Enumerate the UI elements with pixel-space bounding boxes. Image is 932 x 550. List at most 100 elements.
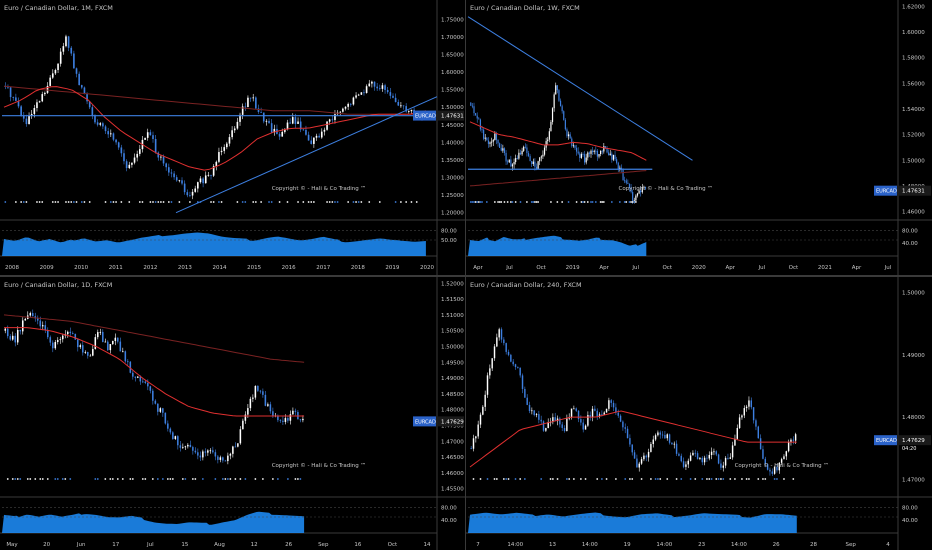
signal-dot bbox=[506, 201, 509, 203]
chart-panel-monthly[interactable]: Euro / Canadian Dollar, 1M, FXCM 1.75000 1… bbox=[0, 0, 465, 275]
candle-body bbox=[601, 414, 603, 416]
y-tick-label: 1.46000 bbox=[441, 471, 464, 477]
moving-average-long-line bbox=[3, 85, 426, 115]
signal-dot bbox=[160, 201, 162, 203]
y-tick-label: 1.62000 bbox=[902, 4, 925, 10]
candle-body bbox=[149, 386, 152, 391]
candle-body bbox=[44, 325, 47, 331]
signal-dot bbox=[152, 201, 154, 203]
candle-body bbox=[197, 452, 199, 456]
candle-body bbox=[545, 428, 547, 431]
signal-dot bbox=[773, 478, 776, 480]
candle-body bbox=[561, 424, 563, 428]
candle-body bbox=[619, 167, 621, 170]
signal-dot bbox=[252, 201, 255, 203]
candle-body bbox=[257, 108, 260, 112]
candle-body bbox=[360, 92, 363, 95]
signal-dot bbox=[4, 201, 7, 203]
x-tick-label: Jul bbox=[505, 265, 513, 271]
horizontal-divider[interactable] bbox=[0, 275, 932, 277]
candle-body bbox=[636, 193, 639, 196]
chart-panel-4h[interactable]: Euro / Canadian Dollar, 240, FXCM 1.50000… bbox=[466, 277, 932, 550]
candle-body bbox=[736, 428, 738, 439]
candle-body bbox=[554, 417, 556, 422]
signal-dot bbox=[41, 478, 44, 480]
x-tick-label: 2017 bbox=[316, 265, 330, 271]
candle-body bbox=[611, 153, 613, 160]
signal-dot bbox=[514, 201, 517, 203]
candle-body bbox=[323, 129, 326, 132]
signal-dot bbox=[601, 201, 604, 203]
signal-dot bbox=[565, 478, 568, 480]
candle-body bbox=[518, 152, 520, 159]
candle-body bbox=[622, 169, 624, 181]
candle-body bbox=[302, 418, 304, 421]
candle-body bbox=[49, 77, 51, 86]
signal-dot bbox=[54, 201, 57, 203]
chart-panel-weekly[interactable]: Euro / Canadian Dollar, 1W, FXCM 1.62000 1… bbox=[466, 0, 932, 275]
candle-body bbox=[144, 137, 146, 140]
candle-body bbox=[734, 438, 736, 446]
y-tick-label: 1.55000 bbox=[441, 88, 464, 94]
candle-body bbox=[594, 408, 596, 411]
signal-dot bbox=[590, 201, 592, 203]
signal-dot bbox=[244, 201, 247, 203]
x-tick-label: Jul bbox=[631, 265, 639, 271]
candle-body bbox=[470, 448, 472, 450]
y-tick-label: 1.49000 bbox=[902, 353, 925, 359]
candle-body bbox=[615, 407, 617, 413]
candle-body bbox=[219, 457, 222, 460]
signal-dot bbox=[38, 201, 41, 203]
signal-dot bbox=[161, 478, 164, 480]
price-tag-value: 1.47631 bbox=[902, 189, 925, 195]
signal-dot bbox=[474, 201, 477, 203]
y-tick-label: 1.52000 bbox=[441, 281, 464, 287]
candle-body bbox=[194, 450, 197, 453]
candle-body bbox=[289, 122, 291, 124]
candle-body bbox=[344, 106, 347, 109]
x-tick-label: 2019 bbox=[566, 265, 580, 271]
candle-body bbox=[517, 367, 519, 368]
candle-body bbox=[497, 139, 499, 144]
candle-body bbox=[659, 432, 661, 435]
x-tick-label: 14:00 bbox=[656, 542, 672, 548]
candle-body bbox=[572, 145, 574, 147]
signal-dot bbox=[328, 201, 331, 203]
candle-body bbox=[400, 105, 402, 107]
signal-dot bbox=[109, 201, 112, 203]
candle-body bbox=[588, 152, 591, 154]
candle-body bbox=[160, 156, 162, 158]
y-tick-label: 1.60000 bbox=[441, 70, 464, 76]
candle-body bbox=[633, 200, 635, 202]
candle-body bbox=[46, 85, 49, 93]
signal-dot bbox=[16, 478, 19, 480]
signal-dot bbox=[75, 201, 78, 203]
candle-body bbox=[505, 152, 507, 162]
signal-dot bbox=[70, 201, 73, 203]
price-tag-value: 1.47629 bbox=[902, 438, 925, 444]
candle-body bbox=[500, 147, 502, 151]
x-tick-label: Oct bbox=[388, 542, 398, 548]
candle-body bbox=[28, 115, 30, 125]
signal-dot bbox=[600, 478, 603, 480]
candle-body bbox=[202, 178, 204, 184]
signal-dot bbox=[556, 201, 559, 203]
candle-body bbox=[7, 86, 9, 88]
candle-body bbox=[638, 190, 640, 194]
candle-body bbox=[142, 381, 144, 383]
candle-body bbox=[262, 391, 264, 395]
candle-body bbox=[555, 85, 557, 95]
signal-dot bbox=[39, 478, 42, 480]
candle-body bbox=[685, 464, 687, 467]
signal-dot bbox=[268, 201, 270, 203]
candle-body bbox=[701, 457, 703, 463]
signal-dot bbox=[72, 201, 75, 203]
candle-body bbox=[65, 36, 67, 47]
chart-panel-daily[interactable]: Euro / Canadian Dollar, 1D, FXCM 1.52000 1… bbox=[0, 277, 465, 550]
candle-body bbox=[75, 68, 78, 74]
candle-body bbox=[117, 337, 119, 342]
signal-dot bbox=[286, 201, 289, 203]
candle-body bbox=[357, 94, 360, 96]
candle-body bbox=[470, 102, 472, 106]
candle-body bbox=[39, 320, 42, 327]
